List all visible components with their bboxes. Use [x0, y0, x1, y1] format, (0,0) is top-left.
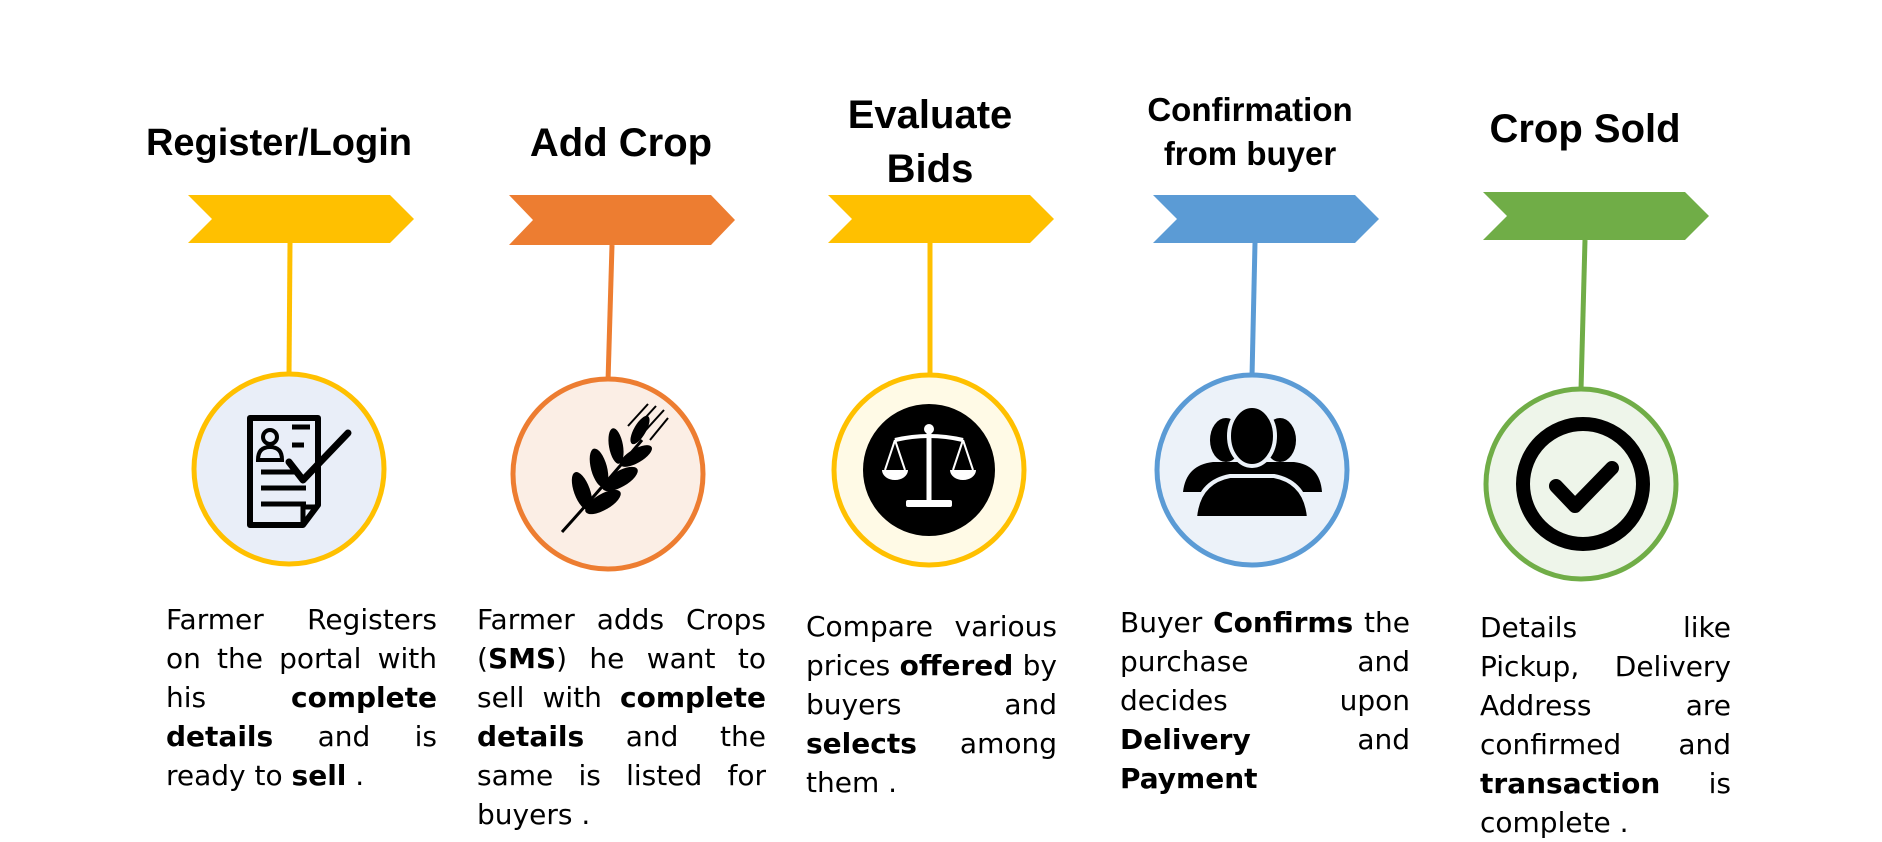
description-text: Buyer — [1120, 606, 1214, 639]
users-icon — [1183, 404, 1322, 520]
step-connector-add-crop — [605, 244, 615, 383]
step-arrow-evaluate-bids — [828, 195, 1054, 243]
step-crop-sold — [1483, 192, 1709, 582]
description-text: Farmer Registers on the portal with his — [166, 603, 437, 714]
step-description-register: Farmer Registers on the portal with his … — [166, 600, 437, 795]
step-connector-register — [286, 242, 293, 378]
registration-form-icon — [247, 415, 352, 528]
step-title-confirmation: Confirmation from buyer — [1147, 91, 1353, 172]
description-emphasis: Delivery — [1120, 723, 1251, 756]
step-title-register: Register/Login — [145, 122, 413, 164]
step-confirmation — [1153, 195, 1379, 568]
wheat-icon — [560, 403, 669, 534]
description-emphasis: complete details — [166, 681, 437, 753]
crop-selling-process-diagram: Register/Login Add Crop Evaluate Bids Co… — [145, 91, 1731, 839]
check-circle-icon — [1516, 417, 1650, 551]
step-icon-circle-register — [191, 371, 387, 567]
description-text: . — [346, 759, 365, 792]
description-text: and — [1250, 723, 1410, 756]
description-emphasis: sell — [291, 759, 347, 792]
description-emphasis: complete details — [477, 681, 766, 753]
step-add-crop — [509, 195, 735, 572]
step-description-add-crop: Farmer adds Crops (SMS) he want to sell … — [477, 600, 766, 834]
description-text: and is ready to — [166, 720, 437, 792]
description-emphasis: offered — [899, 649, 1014, 682]
description-emphasis: selects — [806, 727, 917, 760]
step-connector-confirmation — [1249, 242, 1258, 378]
step-description-evaluate-bids: Compare various prices offered by buyers… — [806, 607, 1057, 802]
description-emphasis: transaction — [1480, 767, 1661, 800]
description-text: by buyers and — [806, 649, 1057, 721]
description-text: ) he want to sell with — [477, 642, 766, 714]
step-description-confirmation: Buyer Confirms the purchase and decides … — [1120, 603, 1410, 798]
step-arrow-register — [188, 195, 414, 243]
diagram-shapes — [188, 192, 1709, 582]
description-text: and the same is listed for buyers . — [477, 720, 766, 831]
description-text: Details like Pickup, Delivery Address ar… — [1480, 611, 1731, 761]
description-emphasis: SMS — [487, 642, 557, 675]
step-register — [188, 195, 414, 567]
step-title-add-crop: Add Crop — [529, 121, 713, 165]
step-connector-crop-sold — [1578, 239, 1588, 391]
scales-icon — [863, 404, 995, 536]
description-text: among them . — [806, 727, 1057, 799]
step-title-crop-sold: Crop Sold — [1489, 107, 1681, 151]
step-title-evaluate-bids: Evaluate Bids — [847, 93, 1013, 191]
step-arrow-add-crop — [509, 195, 735, 245]
step-evaluate-bids — [828, 195, 1054, 568]
description-emphasis: Payment — [1120, 762, 1258, 795]
step-arrow-crop-sold — [1483, 192, 1709, 240]
description-text: Compare various prices — [806, 610, 1057, 682]
step-description-crop-sold: Details like Pickup, Delivery Address ar… — [1480, 608, 1731, 842]
description-text: the purchase and decides upon — [1120, 606, 1410, 717]
description-text: Farmer adds Crops ( — [477, 603, 766, 675]
description-emphasis: Confirms — [1213, 606, 1354, 639]
step-arrow-confirmation — [1153, 195, 1379, 243]
